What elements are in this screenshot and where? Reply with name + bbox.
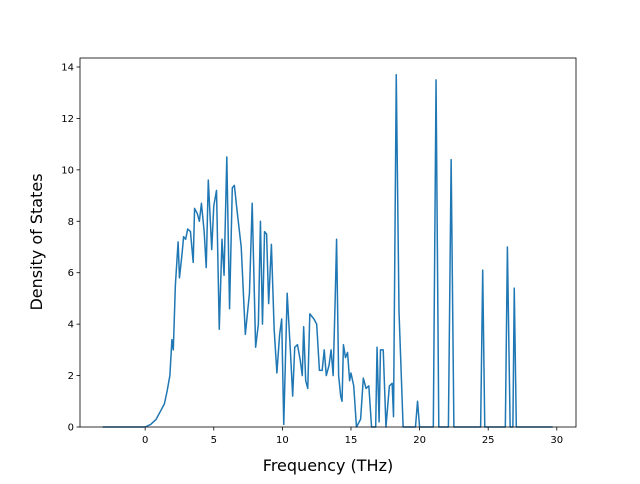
x-tick-label: 0 [142, 435, 148, 446]
y-tick-label: 10 [61, 165, 74, 176]
y-tick-label: 6 [68, 268, 74, 279]
y-tick-label: 2 [68, 371, 74, 382]
y-tick-label: 14 [61, 63, 74, 74]
plot-frame [79, 57, 577, 428]
x-tick-label: 15 [345, 435, 358, 446]
x-tick-label: 30 [550, 435, 563, 446]
x-tick-label: 20 [413, 435, 426, 446]
x-tick-label: 25 [482, 435, 495, 446]
line [102, 73, 553, 428]
y-tick-label: 0 [68, 423, 74, 434]
y-axis-label: Density of States [27, 173, 46, 310]
x-tick-label: 10 [276, 435, 289, 446]
y-tick-label: 4 [68, 320, 74, 331]
x-tick-label: 5 [211, 435, 217, 446]
y-tick-label: 8 [68, 217, 74, 228]
x-axis-label: Frequency (THz) [263, 456, 393, 475]
y-tick-label: 12 [61, 114, 74, 125]
